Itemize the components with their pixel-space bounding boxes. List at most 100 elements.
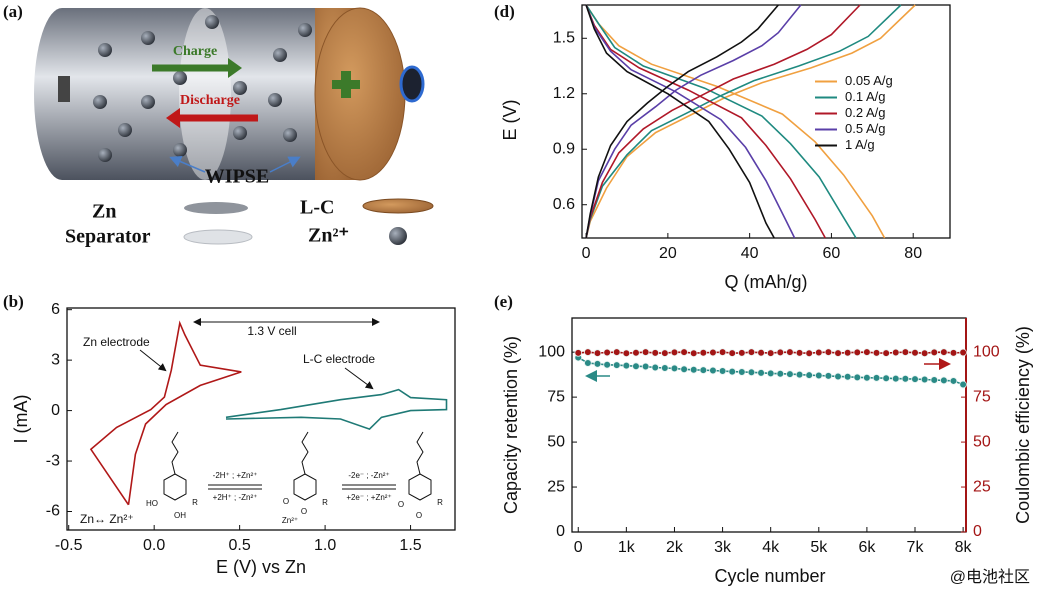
point <box>949 377 958 385</box>
point <box>699 366 708 374</box>
point <box>738 349 746 357</box>
plot-frame <box>581 4 951 239</box>
point <box>766 369 775 378</box>
point <box>728 367 736 376</box>
panel-label: (d) <box>494 2 515 21</box>
cork-disk <box>362 198 434 214</box>
annotation: O <box>283 497 289 506</box>
ion-sphere <box>389 227 407 245</box>
point <box>930 348 939 357</box>
discharge-label: Discharge <box>180 93 240 108</box>
point <box>911 375 919 383</box>
x-tick-label: 40 <box>741 245 759 262</box>
x-tick-label: 5k <box>810 539 828 556</box>
legend-label: 0.2 A/g <box>845 105 885 120</box>
chain <box>416 431 424 475</box>
x-tick-label: 1.5 <box>399 537 421 554</box>
y-tick-label: 1.2 <box>553 85 575 102</box>
terminal <box>399 65 425 103</box>
panel-label: (b) <box>3 292 24 311</box>
point <box>661 364 669 372</box>
legend-label: 1 A/g <box>845 137 875 152</box>
point <box>805 349 813 358</box>
point <box>930 376 939 384</box>
point <box>786 370 794 378</box>
y-axis-label: Capacity retention (%) <box>501 336 521 514</box>
point <box>718 367 727 375</box>
ions <box>93 15 312 162</box>
series-line <box>225 388 448 431</box>
point <box>776 348 785 357</box>
point <box>891 374 900 383</box>
minus-terminal <box>58 76 70 102</box>
y-tick-label: 75 <box>547 388 565 405</box>
chain <box>171 431 179 475</box>
annotation: R <box>437 498 443 507</box>
annotation: Zn²⁺ <box>282 516 298 525</box>
point <box>603 360 611 369</box>
chain <box>301 431 309 475</box>
point <box>641 348 650 356</box>
y-tick-label: 50 <box>547 433 565 450</box>
y2-axis-label: Coulombic efficiency (%) <box>1013 326 1033 524</box>
x-tick-label: 4k <box>762 539 780 556</box>
point <box>632 348 640 357</box>
y2-tick-label: 0 <box>973 523 982 540</box>
watermark: @电池社区 <box>950 568 1030 586</box>
x-axis-label: E (V) vs Zn <box>216 557 306 577</box>
point <box>651 363 660 372</box>
annotation: 1.3 V cell <box>247 324 296 338</box>
point <box>632 362 640 370</box>
point <box>747 368 756 377</box>
annotation: O <box>301 507 307 516</box>
annotation: O <box>398 500 404 509</box>
point <box>940 348 948 356</box>
point <box>593 349 602 357</box>
x-tick-label: -0.5 <box>55 537 83 554</box>
point <box>584 359 592 367</box>
legend-label: Zn²⁺ <box>308 225 349 247</box>
x-tick-label: 8k <box>955 539 973 556</box>
annotation: Zn↔ Zn²⁺ <box>80 512 134 526</box>
y-tick-label: 1.5 <box>553 30 575 47</box>
wipse-label: WIPSE <box>205 166 269 188</box>
point <box>882 374 890 383</box>
series-line <box>585 4 779 239</box>
plot-frame <box>66 307 456 531</box>
y2-tick-label: 100 <box>973 343 1000 360</box>
x-tick-label: 20 <box>659 245 677 262</box>
point <box>680 348 688 356</box>
y-axis-label: I (mA) <box>11 395 31 444</box>
x-axis-label: Cycle number <box>714 566 825 586</box>
point <box>747 348 756 356</box>
annotation: OH <box>174 511 186 520</box>
point <box>853 348 862 357</box>
point <box>920 375 929 384</box>
point <box>584 348 592 356</box>
charge-arrow <box>228 58 242 78</box>
panel-label: (a) <box>3 2 23 21</box>
x-tick-label: 1.0 <box>314 537 336 554</box>
y-tick-label: -6 <box>46 503 60 520</box>
separator <box>179 8 231 180</box>
point <box>622 349 631 358</box>
point <box>949 349 958 357</box>
point <box>661 349 669 357</box>
point <box>959 348 967 357</box>
point <box>622 361 631 370</box>
y-axis-label: E (V) <box>500 99 520 140</box>
annotation: R <box>192 498 198 507</box>
plus-sign <box>341 71 351 98</box>
point <box>805 371 813 379</box>
point <box>853 373 862 382</box>
point <box>709 366 717 375</box>
cork-end <box>314 7 406 181</box>
y-tick-label: 3 <box>51 351 60 368</box>
point <box>593 360 602 368</box>
charge-label: Charge <box>173 44 217 59</box>
ring <box>408 473 432 501</box>
annotation: -2H⁺ ; +Zn²⁺ <box>213 471 258 480</box>
point <box>670 364 679 373</box>
